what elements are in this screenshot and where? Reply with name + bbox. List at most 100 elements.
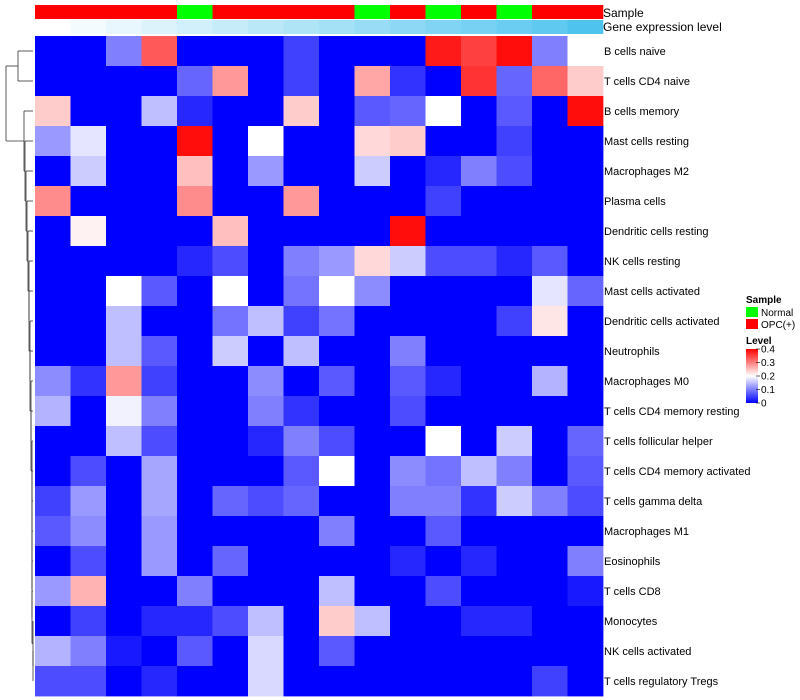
heatmap-cell [354,216,391,247]
heatmap-cell [283,396,320,427]
heatmap-cell [70,66,107,97]
heatmap-cell [425,576,462,607]
heatmap-cell [461,606,497,637]
sample-annotation-cell [177,5,213,19]
heatmap-cell [283,306,320,337]
row-label: Macrophages M1 [604,526,689,538]
heatmap-cell [354,36,391,67]
heatmap-cell [35,426,71,457]
heatmap-cell [70,606,107,637]
legend-tick-label: 0.2 [761,372,775,383]
heatmap-cell [567,546,604,577]
heatmap-cell [70,216,107,247]
heatmap-cell [567,636,604,667]
heatmap-cell [141,276,178,307]
heatmap-cell [212,576,249,607]
heatmap-cell [567,216,604,247]
row-label: Eosinophils [604,556,661,568]
heatmap-cell [319,486,355,517]
heatmap-cell [354,486,391,517]
heatmap-cell [141,396,178,427]
heatmap-cell [177,576,213,607]
heatmap-cell [283,426,320,457]
heatmap-cell [390,546,426,577]
heatmap-cell [70,396,107,427]
heatmap-cell [212,66,249,97]
heatmap-cell [248,666,284,697]
heatmap-cell [106,636,142,667]
heatmap-cell [35,66,71,97]
heatmap-cell [425,486,462,517]
heatmap-cell [354,606,391,637]
heatmap-cell [461,126,497,157]
heatmap-cell [496,276,533,307]
heatmap-cell [319,666,355,697]
heatmap-cell [496,426,533,457]
heatmap-cell [567,246,604,277]
heatmap-cell [532,66,568,97]
heatmap-cell [212,336,249,367]
heatmap-cell [212,156,249,187]
heatmap-cell [390,306,426,337]
heatmap-cell [35,336,71,367]
heatmap-cell [496,636,533,667]
heatmap-cell [70,336,107,367]
sample-annotation-cell [212,5,249,19]
sample-annotation-cell [283,5,320,19]
heatmap-cell [390,426,426,457]
heatmap-cell [354,456,391,487]
row-label: Monocytes [604,616,658,628]
heatmap-cell [425,66,462,97]
heatmap-cell [461,66,497,97]
sample-annotation-cell [141,5,178,19]
heatmap-cell [461,456,497,487]
heatmap-cell [532,276,568,307]
heatmap-cell [319,276,355,307]
row-label: T cells CD4 memory activated [604,466,751,478]
heatmap-cell [283,276,320,307]
heatmap-cell [390,486,426,517]
heatmap-cell [70,426,107,457]
heatmap-cell [106,426,142,457]
heatmap-cell [461,546,497,577]
heatmap-cell [390,666,426,697]
heatmap-cell [425,606,462,637]
heatmap-cell [319,96,355,127]
heatmap-cell [70,516,107,547]
sample-annotation-cell [248,5,284,19]
heatmap-cell [70,156,107,187]
heatmap-cell [532,426,568,457]
heatmap-cell [354,426,391,457]
heatmap-cell [177,636,213,667]
heatmap-cell [106,96,142,127]
heatmap-cell [106,366,142,397]
heatmap-cell [390,66,426,97]
heatmap-cell [496,246,533,277]
row-label: NK cells activated [604,646,691,658]
heatmap-cell [212,126,249,157]
heatmap-cell [141,636,178,667]
heatmap-cell [567,456,604,487]
heatmap-cell [248,606,284,637]
legend-level-colorbar [746,349,758,403]
heatmap-cell [354,186,391,217]
heatmap-cell [319,366,355,397]
heatmap-cell [283,36,320,67]
heatmap-cell [283,156,320,187]
heatmap-cell [106,396,142,427]
heatmap-cell [567,36,604,67]
heatmap-cell [319,546,355,577]
heatmap-cell [567,186,604,217]
heatmap-cell [212,606,249,637]
heatmap-cell [319,426,355,457]
heatmap-cell [283,216,320,247]
heatmap-cell [212,456,249,487]
heatmap-cell [70,246,107,277]
heatmap-cell [496,186,533,217]
heatmap-cell [248,246,284,277]
heatmap-cell [390,246,426,277]
expression-annotation-cell [425,20,462,34]
heatmap-cell [354,66,391,97]
heatmap-cell [141,306,178,337]
